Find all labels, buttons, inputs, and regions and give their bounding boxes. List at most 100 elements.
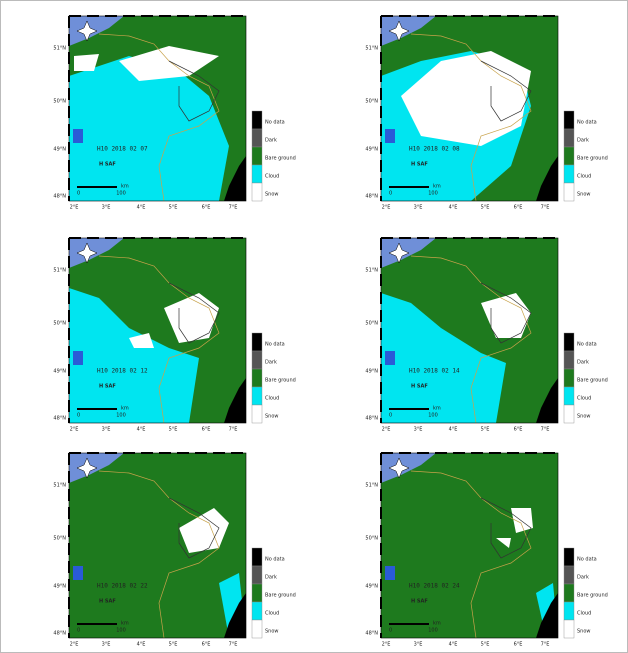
lon-label: 3°E [414,642,423,648]
scale-unit: km [433,184,441,190]
lon-label: 4°E [449,642,458,648]
logo-text: H SAF [411,384,428,390]
border [98,255,220,424]
border [98,33,220,202]
lon-label: 6°E [514,427,523,433]
legend-swatch [563,547,575,567]
lat-label: 48°N [53,416,66,422]
legend-swatch [251,565,263,585]
lon-label: 6°E [514,205,523,211]
legend-label: Dark [577,138,589,144]
legend-label: Bare ground [265,378,296,384]
map-panel: 51°N 50°N 49°N 48°N 2°E 3°E 4°E 5°E 6°E 7°E H SAF H… [365,15,608,211]
border [480,282,532,344]
no-data [224,378,246,423]
compass [388,20,410,42]
legend-swatch [251,368,263,388]
lon-label: 4°E [137,427,146,433]
legend-label: Bare ground [577,156,608,162]
legend-label: Cloud [577,174,591,180]
frame [380,452,559,639]
border [410,470,532,639]
legend-swatch [251,547,263,567]
date-label: H10 2018 02 22 [97,583,148,590]
legend-label: Snow [577,414,591,420]
compass [388,457,410,479]
legend-swatch [251,128,263,148]
legend-swatch [563,164,575,184]
legend-swatch [251,404,263,424]
map-panel: 51°N 50°N 49°N 48°N 2°E 3°E 4°E 5°E 6°E 7°E H SAF H… [365,452,608,648]
legend-label: Cloud [265,611,279,617]
map-panel: 51°N 50°N 49°N 48°N 2°E 3°E 4°E 5°E 6°E 7°E H SAF H… [365,237,608,433]
legend-swatch [251,332,263,352]
legend-label: Cloud [265,396,279,402]
logo-mark [385,351,395,365]
map-panel: 51°N 50°N 49°N 48°N 2°E 3°E 4°E 5°E 6°E 7°E H SAF H… [53,15,296,211]
legend-swatch [563,404,575,424]
lat-label: 50°N [365,321,378,327]
lat-label: 48°N [365,631,378,637]
legend-swatch [563,332,575,352]
lon-label: 5°E [481,642,490,648]
compass [76,242,98,264]
legend-label: Dark [577,575,589,581]
lon-label: 5°E [169,427,178,433]
legend-swatch [563,110,575,130]
border [168,60,220,122]
lon-label: 3°E [414,205,423,211]
lon-label: 6°E [202,642,211,648]
lat-label: 48°N [365,194,378,200]
lat-label: 48°N [365,416,378,422]
legend-swatch [563,619,575,639]
logo-text: H SAF [99,384,116,390]
logo-mark [73,351,83,365]
frame [68,15,247,202]
legend-swatch [563,386,575,406]
legend-label: Cloud [265,174,279,180]
legend-swatch [251,182,263,202]
date-label: H10 2018 02 12 [97,368,148,375]
legend-label: Cloud [577,611,591,617]
scale-bar [77,408,117,410]
scale-bar [389,623,429,625]
legend-label: Bare ground [577,378,608,384]
lon-label: 2°E [382,427,391,433]
compass [76,20,98,42]
lat-label: 49°N [53,147,66,153]
lon-label: 4°E [449,205,458,211]
cloud-area [69,56,229,201]
lon-label: 2°E [382,642,391,648]
frame [380,237,559,424]
legend-label: No data [577,120,597,126]
lat-label: 51°N [53,46,66,52]
logo-text: H SAF [99,599,116,605]
legend-label: Bare ground [265,593,296,599]
snow-area [119,46,219,81]
legend-label: Snow [577,192,591,198]
scale-zero: 0 [77,191,80,197]
legend-label: Snow [577,629,591,635]
date-label: H10 2018 02 24 [409,583,460,590]
lon-label: 7°E [541,427,550,433]
border [480,497,532,559]
legend-swatch [251,164,263,184]
no-data [536,593,558,638]
border [480,60,532,122]
scale-distance: 100 [428,628,438,634]
lon-label: 3°E [102,205,111,211]
lon-label: 5°E [481,427,490,433]
lon-label: 6°E [514,642,523,648]
lon-label: 4°E [449,427,458,433]
frame [380,15,559,202]
compass [76,457,98,479]
snow-area [496,538,511,548]
lat-label: 50°N [53,321,66,327]
no-data [224,156,246,201]
lat-label: 51°N [365,268,378,274]
scale-distance: 100 [116,191,126,197]
lon-label: 7°E [541,642,550,648]
lon-label: 6°E [202,427,211,433]
legend-label: Dark [577,360,589,366]
lon-label: 2°E [70,427,79,433]
